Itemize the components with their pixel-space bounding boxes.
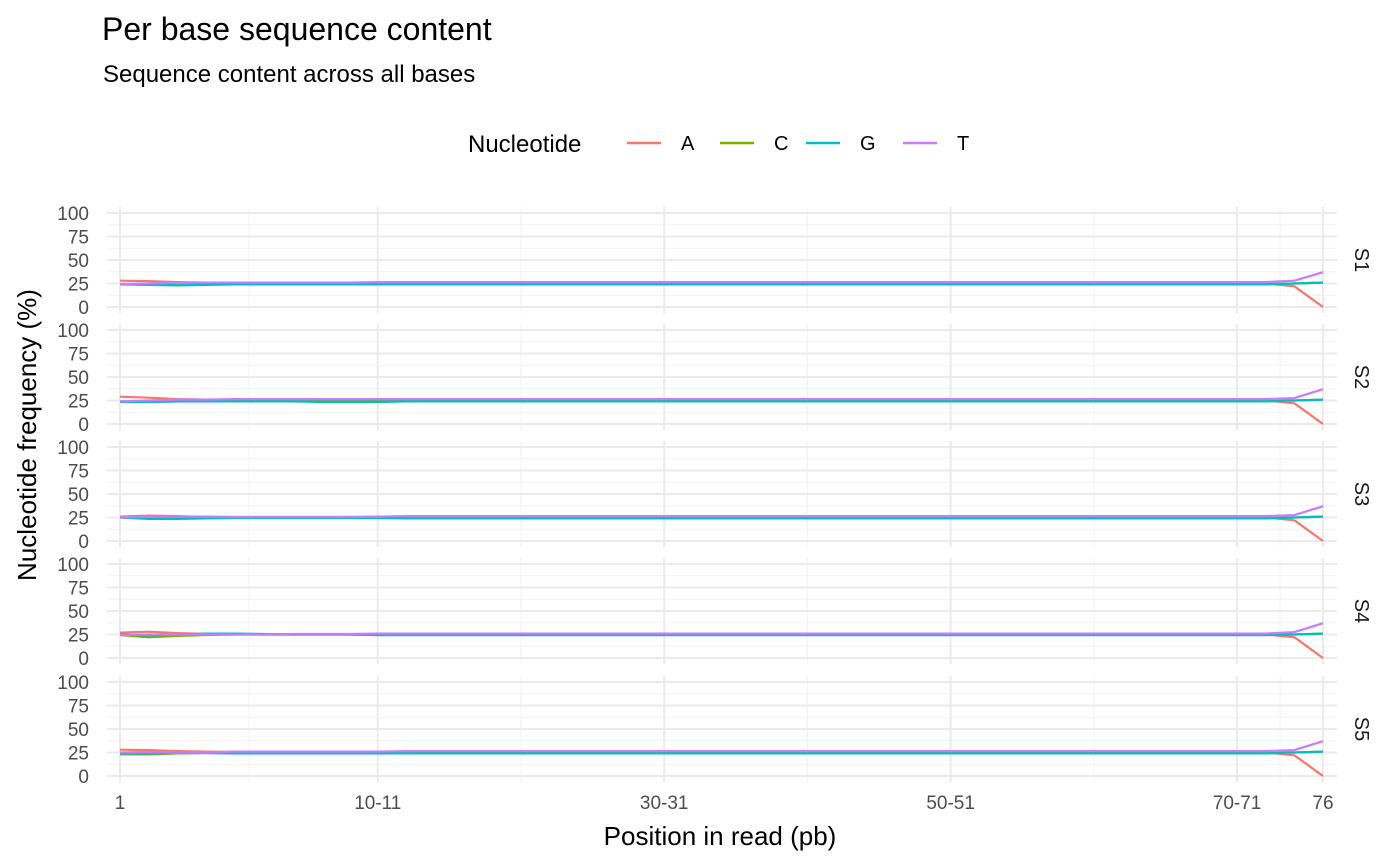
y-tick-label: 25 [68, 509, 89, 530]
facet-strip-label: S3 [1350, 482, 1372, 506]
y-tick-label: 75 [68, 228, 89, 249]
x-tick-label: 30-31 [640, 793, 689, 814]
facet-panels: 0255075100S10255075100S20255075100S30255… [57, 204, 1372, 788]
facet-strip-label: S1 [1350, 248, 1372, 272]
y-tick-label: 0 [78, 415, 89, 436]
y-tick-label: 75 [68, 345, 89, 366]
legend-entry-g: G [806, 133, 876, 155]
y-tick-label: 75 [68, 462, 89, 483]
x-axis: 1 10-11 30-31 50-51 70-71 76 [115, 793, 1334, 814]
y-tick-label: 25 [68, 744, 89, 765]
legend-label-c: C [774, 133, 788, 155]
legend-label-t: T [957, 133, 969, 155]
facet-strip-label: S2 [1350, 365, 1372, 389]
legend-label-a: A [681, 133, 695, 155]
facet-strip-label: S5 [1350, 717, 1372, 741]
y-tick-label: 100 [57, 438, 89, 459]
y-tick-label: 75 [68, 697, 89, 718]
y-tick-label: 50 [68, 368, 89, 389]
series-line-t-s4 [119, 622, 1324, 637]
series-line-g-s2 [120, 398, 1324, 403]
y-tick-label: 0 [78, 532, 89, 553]
legend-entry-t: T [903, 133, 969, 155]
series-line-t-s3 [119, 505, 1324, 519]
y-tick-label: 100 [57, 204, 89, 225]
y-tick-label: 50 [68, 602, 89, 623]
x-tick-label: 70-71 [1213, 793, 1262, 814]
legend-label-g: G [860, 133, 876, 155]
x-tick-label: 50-51 [926, 793, 975, 814]
x-axis-title: Position in read (pb) [604, 821, 837, 851]
y-tick-label: 0 [78, 649, 89, 670]
y-tick-label: 25 [68, 275, 89, 296]
y-tick-label: 100 [57, 321, 89, 342]
series-line-t-s5 [119, 740, 1324, 754]
x-tick-label: 10-11 [354, 793, 401, 814]
chart-title: Per base sequence content [102, 11, 492, 47]
x-tick-label: 76 [1312, 793, 1333, 814]
y-tick-label: 50 [68, 251, 89, 272]
y-axis-title: Nucleotide frequency (%) [12, 289, 42, 581]
y-tick-label: 25 [68, 626, 89, 647]
y-tick-label: 25 [68, 392, 89, 413]
chart-subtitle: Sequence content across all bases [103, 61, 475, 88]
y-tick-label: 0 [78, 298, 89, 319]
legend: Nucleotide A C G T [468, 131, 969, 158]
series-line-t-s2 [119, 388, 1324, 403]
y-tick-label: 100 [57, 555, 89, 576]
y-tick-label: 0 [78, 767, 89, 788]
y-tick-label: 75 [68, 579, 89, 600]
x-tick-label: 1 [115, 793, 126, 814]
facet-strip-label: S4 [1350, 599, 1372, 623]
legend-entry-c: C [720, 133, 788, 155]
y-tick-label: 50 [68, 720, 89, 741]
series-line-g-s5 [120, 750, 1324, 755]
series-line-g-s1 [119, 281, 1324, 287]
legend-title: Nucleotide [468, 131, 581, 158]
y-tick-label: 100 [57, 673, 89, 694]
series-line-t-s1 [119, 271, 1324, 286]
legend-entry-a: A [627, 133, 695, 155]
y-tick-label: 50 [68, 485, 89, 506]
